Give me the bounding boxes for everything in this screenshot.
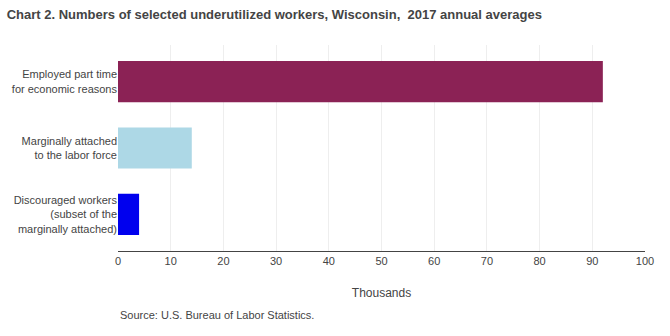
svg-text:100: 100 bbox=[636, 255, 654, 267]
svg-text:20: 20 bbox=[217, 255, 229, 267]
svg-text:70: 70 bbox=[481, 255, 493, 267]
svg-text:90: 90 bbox=[586, 255, 598, 267]
svg-text:Chart 2. Numbers of selected u: Chart 2. Numbers of selected underutiliz… bbox=[7, 7, 542, 22]
svg-text:Source: U.S. Bureau of Labor S: Source: U.S. Bureau of Labor Statistics. bbox=[120, 309, 314, 321]
svg-text:Employed part timefor economic: Employed part timefor economic reasons bbox=[12, 68, 118, 94]
svg-text:Discouraged workers(subset of: Discouraged workers(subset of themargina… bbox=[14, 194, 118, 235]
svg-text:10: 10 bbox=[165, 255, 177, 267]
svg-text:30: 30 bbox=[270, 255, 282, 267]
svg-text:60: 60 bbox=[428, 255, 440, 267]
svg-text:50: 50 bbox=[375, 255, 387, 267]
svg-text:80: 80 bbox=[533, 255, 545, 267]
svg-text:Marginally attachedto the labo: Marginally attachedto the labor force bbox=[22, 135, 117, 161]
svg-text:Thousands: Thousands bbox=[352, 286, 411, 300]
svg-text:0: 0 bbox=[115, 255, 121, 267]
svg-text:40: 40 bbox=[323, 255, 335, 267]
